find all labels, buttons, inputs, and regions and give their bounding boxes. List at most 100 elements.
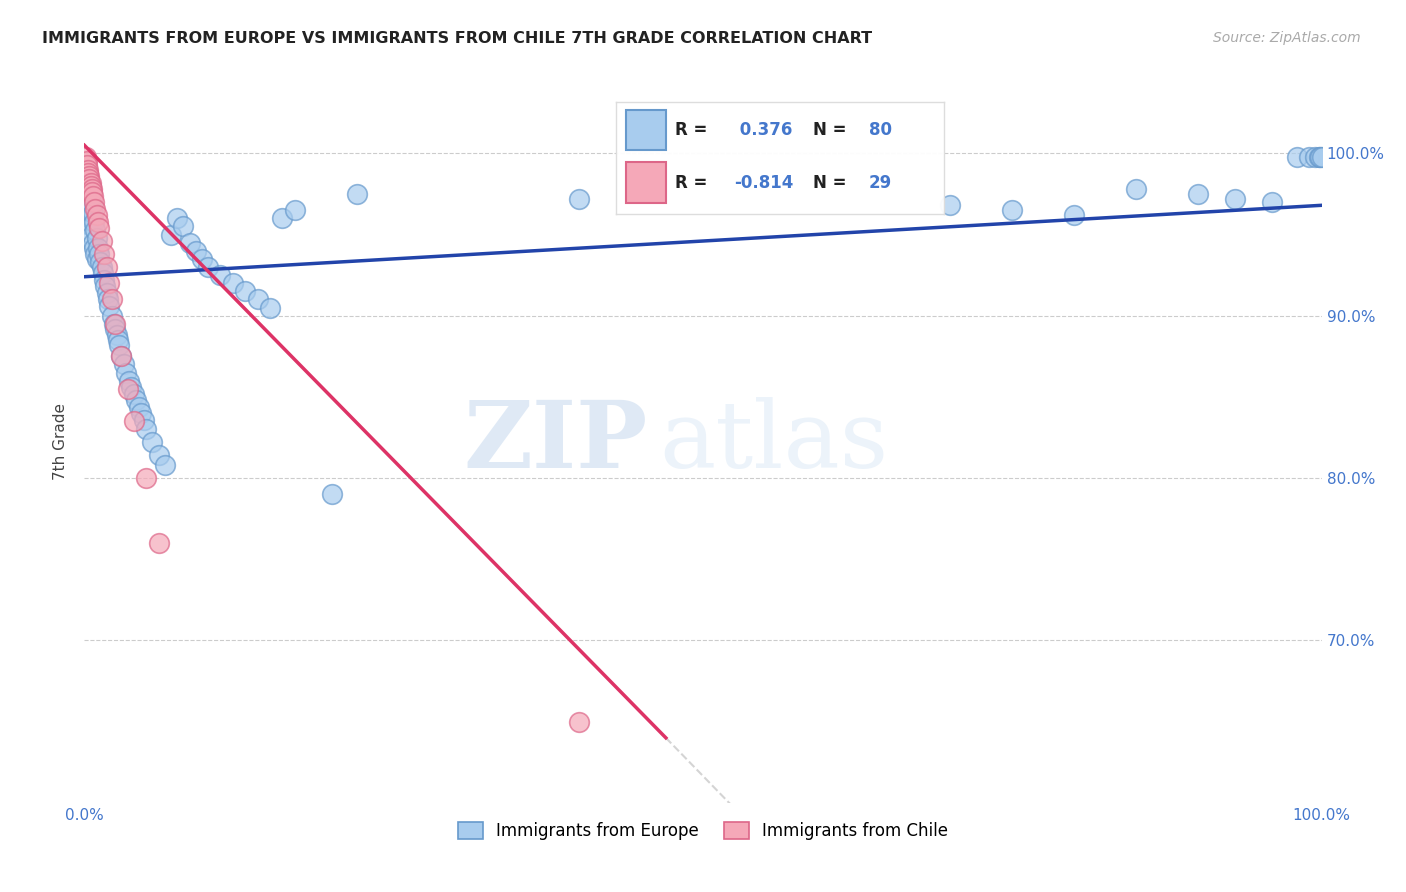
Text: IMMIGRANTS FROM EUROPE VS IMMIGRANTS FROM CHILE 7TH GRADE CORRELATION CHART: IMMIGRANTS FROM EUROPE VS IMMIGRANTS FRO… <box>42 31 872 46</box>
Point <box>120 380 142 394</box>
Point <box>89 255 111 269</box>
Point <box>93 273 115 287</box>
Point <box>89 221 111 235</box>
Point <box>80 182 103 196</box>
Point <box>1309 150 1331 164</box>
Point <box>110 349 132 363</box>
Point <box>1001 203 1024 218</box>
Point <box>197 260 219 274</box>
Point <box>1261 195 1284 210</box>
Point <box>321 487 343 501</box>
Point <box>122 414 145 428</box>
Point <box>79 182 101 196</box>
Point <box>271 211 294 226</box>
Point <box>79 169 101 183</box>
Point <box>107 333 129 347</box>
Point <box>166 211 188 226</box>
Point <box>80 198 103 212</box>
Point <box>89 247 111 261</box>
Point <box>222 277 245 291</box>
Y-axis label: 7th Grade: 7th Grade <box>53 403 69 480</box>
Point <box>128 400 150 414</box>
Point <box>172 219 194 234</box>
Point <box>87 214 110 228</box>
Point <box>79 176 101 190</box>
Point <box>77 166 100 180</box>
Point <box>86 208 108 222</box>
Legend: Immigrants from Europe, Immigrants from Chile: Immigrants from Europe, Immigrants from … <box>450 814 956 848</box>
Point <box>80 227 103 242</box>
Point <box>79 178 101 193</box>
Point <box>86 252 108 266</box>
Point <box>83 214 105 228</box>
Point <box>87 240 110 254</box>
Point <box>346 186 368 201</box>
Point <box>84 222 107 236</box>
Point <box>191 252 214 266</box>
Point <box>160 227 183 242</box>
Point <box>98 299 121 313</box>
Point <box>82 206 104 220</box>
Point <box>132 412 155 426</box>
Point <box>84 247 107 261</box>
Point <box>75 195 97 210</box>
Point <box>100 293 122 307</box>
Point <box>79 211 101 226</box>
Point <box>233 285 256 299</box>
Point <box>76 178 98 193</box>
Point <box>1308 150 1330 164</box>
Point <box>97 293 120 307</box>
Point <box>1298 150 1320 164</box>
Point <box>82 188 104 202</box>
Point <box>112 358 135 372</box>
Point <box>129 406 152 420</box>
Point <box>79 219 101 234</box>
Point <box>77 192 100 206</box>
Point <box>82 235 104 250</box>
Point <box>93 247 115 261</box>
Text: Source: ZipAtlas.com: Source: ZipAtlas.com <box>1213 31 1361 45</box>
Point <box>135 471 157 485</box>
Point <box>568 714 591 729</box>
Point <box>125 393 148 408</box>
Point <box>77 198 100 212</box>
Point <box>141 435 163 450</box>
Point <box>179 235 201 250</box>
Point <box>568 192 591 206</box>
Point <box>1063 208 1085 222</box>
Point <box>96 285 118 300</box>
Point <box>259 301 281 315</box>
Point <box>118 374 141 388</box>
Point <box>104 317 127 331</box>
Point <box>76 203 98 218</box>
Point <box>1125 182 1147 196</box>
Point <box>184 244 207 258</box>
Point <box>1223 192 1246 206</box>
Point <box>108 338 131 352</box>
Point <box>75 150 97 164</box>
Point <box>1310 150 1333 164</box>
Point <box>98 277 121 291</box>
Point <box>148 448 170 462</box>
Point <box>284 203 307 218</box>
Point <box>1285 150 1308 164</box>
Text: atlas: atlas <box>659 397 889 486</box>
Point <box>104 321 127 335</box>
Point <box>79 172 101 186</box>
Point <box>91 267 114 281</box>
Point <box>76 158 98 172</box>
Point <box>939 198 962 212</box>
Point <box>122 386 145 401</box>
Point <box>209 268 232 282</box>
Point <box>117 382 139 396</box>
Point <box>246 293 269 307</box>
Point <box>1305 150 1327 164</box>
Point <box>83 240 105 254</box>
Point <box>86 231 108 245</box>
Point <box>148 536 170 550</box>
Point <box>105 328 128 343</box>
Point <box>1187 186 1209 201</box>
Point <box>84 202 107 216</box>
Point <box>153 458 176 472</box>
Point <box>80 186 103 200</box>
